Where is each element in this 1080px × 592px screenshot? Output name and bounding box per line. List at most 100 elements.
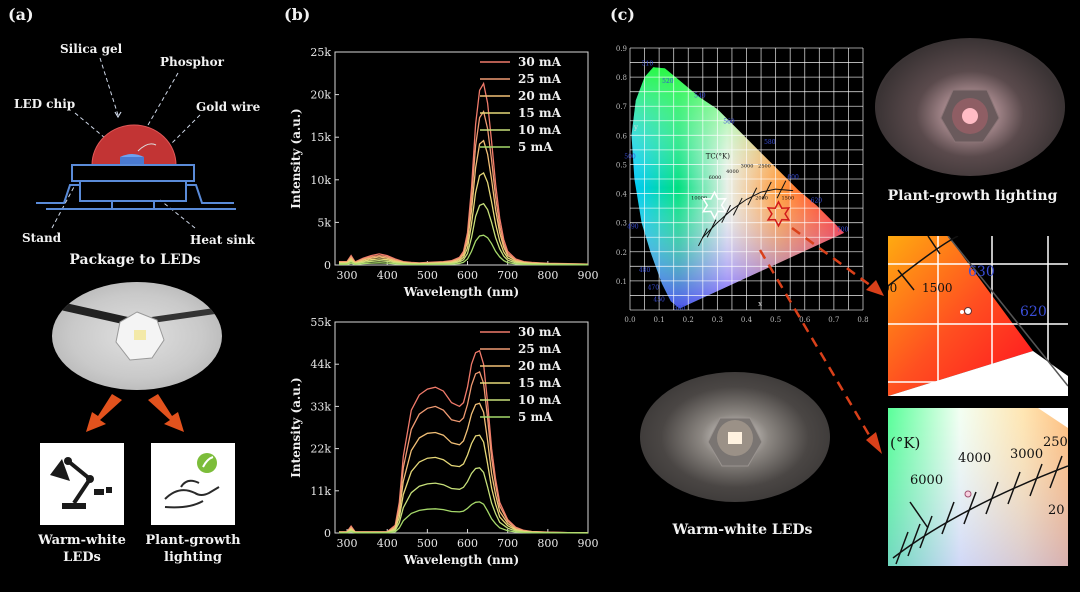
warm-white-star-marker [701,190,728,220]
zoom-wavelength-label: 630 [968,264,995,280]
series-line [339,109,589,265]
zoom-cct-label: 20 [1048,503,1065,518]
warm-white-led-photo [640,372,830,502]
wavelength-label: 520 [662,78,674,85]
callout-gold-wire: Gold wire [196,100,261,114]
y-tick-label: 0.8 [616,74,627,82]
zoom-marker [964,307,972,315]
spectrum-chart-bottom: 300 400 500 600 700 800 900 0 11k 22k 33k 44k 55k Wav… [289,316,599,567]
isotherm-tick [721,204,731,223]
x-tick-label: 400 [377,269,398,282]
x-tick-label: 300 [337,537,358,550]
zoom-isotherm [963,491,977,525]
plant-growth-caption-line2: lighting [164,550,222,565]
panel-a-label: (a) [8,5,34,24]
y-tick-label: 5k [317,216,331,229]
legend-entry: 15 mA [518,106,562,120]
hand-sprout-icon [164,453,220,509]
y-tick-label: 0.4 [616,191,628,199]
x-tick-label: 0.4 [741,316,753,324]
cie-zoom-red-corner: 1500 00 620 630 [888,236,1068,396]
cct-tick-label: 4000 [726,169,739,175]
cie-gamut-shade [631,67,845,309]
panel-b-label: (b) [284,5,311,24]
plant-growth-led-photo [875,38,1065,176]
callout-led-chip: LED chip [14,97,76,111]
panel-c-label: (c) [610,5,635,24]
spectrum-chart-top: 300 400 500 600 700 800 900 0 5k 10k 15k 20k 25k Wave… [289,46,599,299]
package-caption: Package to LEDs [69,252,201,268]
wavelength-label: 490 [627,223,639,230]
x-tick-label: 0.6 [799,316,811,324]
plant-growth-star-marker [766,200,791,228]
split-arrows [86,394,184,432]
y-tick-label: 10k [310,174,331,187]
wavelength-label: 620 [811,197,823,204]
x-tick-label: 900 [578,537,599,550]
y-axis-label: y [633,124,638,132]
x-tick-label: 0.5 [770,316,781,324]
legend-entry: 5 mA [518,410,553,424]
zoom-marker [964,490,972,498]
desk-lamp-icon-box [40,443,124,525]
wavelength-label: 500 [624,154,636,161]
warm-white-leds-caption: Warm-white LEDs [672,522,813,538]
cct-tick-label: 1500 [781,195,794,201]
zoom-isotherm [985,481,999,515]
callout-silica-gel: Silica gel [60,42,123,56]
cct-tick-label: 3000 [741,163,754,169]
x-tick-label: 800 [537,269,558,282]
x-axis-label: Wavelength (nm) [403,553,519,567]
x-tick-label: 800 [537,537,558,550]
zoom-isotherm [895,531,909,565]
series-line [339,234,589,266]
x-tick-label: 0.0 [624,316,635,324]
isotherm-tick [732,197,743,216]
x-tick-label: 600 [457,537,478,550]
y-tick-label: 0.3 [616,220,627,228]
zoom-marker [960,310,964,314]
zoom-cct-label: 6000 [910,473,943,488]
plant-growth-caption-line1: Plant-growth [145,533,241,548]
y-tick-label: 0.2 [616,249,627,257]
zoom-cct-label: 1500 [922,281,953,295]
y-tick-label: 0.9 [616,45,627,53]
x-tick-label: 0.8 [857,316,868,324]
y-tick-label: 44k [310,358,331,371]
isotherm-tick [697,228,708,247]
series-line [339,467,589,534]
y-tick-label: 0 [324,259,331,272]
y-axis-label: Intensity (a.u.) [289,377,303,477]
zoom-cct-label: 250 [1043,435,1068,450]
legend-entry: 10 mA [518,123,562,137]
cct-tick-label: 10000 [691,195,707,201]
zoom-top-white [888,351,1068,396]
x-tick-label: 300 [337,269,358,282]
x-axis-label: x [758,300,762,308]
wavelength-label: 560 [723,119,735,126]
isotherm-tick [776,180,787,199]
zoom-planck-curve [888,236,959,287]
zoom-cct-label: 3000 [1010,447,1043,462]
cct-axis-label: TC(°K) [706,153,730,161]
series-line [339,81,589,265]
y-tick-label: 0.7 [616,103,627,111]
x-tick-label: 400 [377,537,398,550]
y-tick-label: 0.5 [616,161,627,169]
legend-entry: 30 mA [518,55,562,69]
plant-growth-caption: Plant-growth lighting [133,532,253,566]
y-tick-label: 15k [310,131,331,144]
zoom-cct-axis-label: (°K) [890,434,920,452]
zoom-wavelength-label: 620 [1020,304,1047,320]
wavelength-label: 600 [787,174,799,181]
y-tick-label: 25k [310,46,331,59]
legend-entry: 25 mA [518,72,562,86]
warm-white-caption: Warm-white LEDs [22,532,142,566]
x-tick-label: 700 [497,537,518,550]
zoom-isotherm [909,501,929,529]
zoom-isotherm [1049,455,1063,489]
y-tick-label: 11k [310,485,331,498]
x-tick-label: 0.1 [654,316,665,324]
x-tick-label: 600 [457,269,478,282]
